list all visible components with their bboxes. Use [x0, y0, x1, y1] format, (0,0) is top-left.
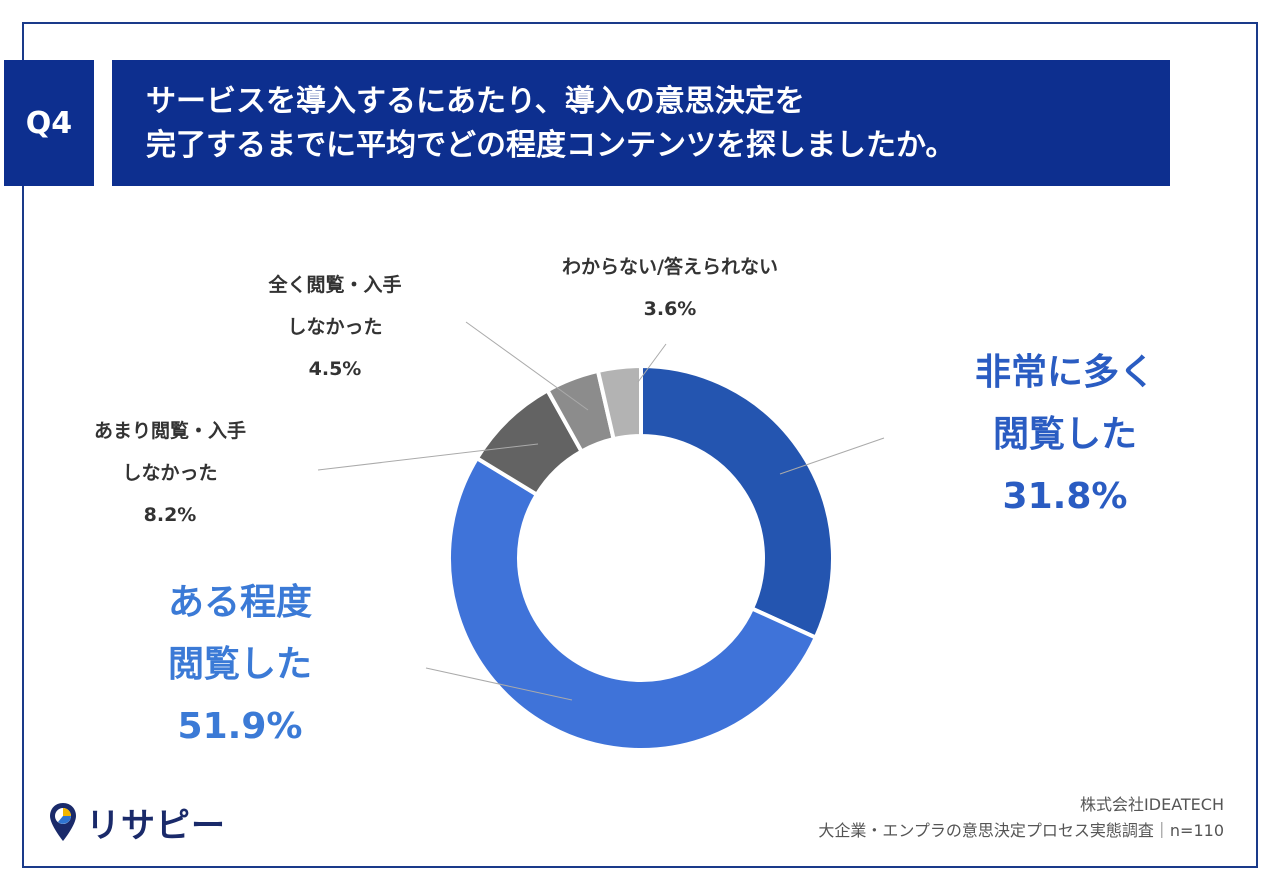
label-very-much-line2: 閲覧した [992, 414, 1137, 455]
slice-somewhat [447, 455, 819, 752]
label-none-line2: しなかった [287, 316, 383, 338]
label-unknown-pct: 3.6% [643, 298, 697, 320]
label-unknown-line1: わからない/答えられない [562, 256, 778, 278]
label-none-pct: 4.5% [308, 358, 362, 380]
question-number: Q4 [4, 60, 94, 186]
footer-company: 株式会社IDEATECH [1080, 795, 1224, 814]
footer-survey: 大企業・エンプラの意思決定プロセス実態調査｜n=110 [818, 821, 1224, 840]
leader-very-much [779, 437, 885, 475]
label-little-pct: 8.2% [143, 504, 197, 526]
label-very-much: 非常に多く 閲覧した 31.8% [940, 342, 1190, 528]
label-little-line1: あまり閲覧・入手 [93, 420, 246, 442]
footer-credits: 株式会社IDEATECH 大企業・エンプラの意思決定プロセス実態調査｜n=110 [818, 792, 1224, 844]
leader-unknown [637, 343, 667, 383]
leader-none [465, 321, 589, 411]
brand-logo: リサピー [48, 798, 226, 847]
label-somewhat-line1: ある程度 [167, 582, 312, 623]
label-none: 全く閲覧・入手 しなかった 4.5% [230, 264, 440, 390]
label-somewhat-pct: 51.9% [177, 706, 303, 747]
label-somewhat: ある程度 閲覧した 51.9% [120, 572, 360, 758]
frame-border [22, 22, 1258, 868]
label-little-line2: しなかった [122, 462, 218, 484]
slice-unknown [595, 363, 643, 442]
label-unknown: わからない/答えられない 3.6% [520, 246, 820, 330]
label-very-much-pct: 31.8% [1002, 476, 1128, 517]
pin-logo-icon [50, 802, 76, 841]
label-somewhat-line2: 閲覧した [167, 644, 312, 685]
label-none-line1: 全く閲覧・入手 [268, 274, 402, 296]
question-title: サービスを導入するにあたり、導入の意思決定を 完了するまでに平均でどの程度コンテ… [112, 60, 1170, 186]
leader-somewhat [425, 667, 573, 701]
title-line-2: 完了するまでに平均でどの程度コンテンツを探しましたか。 [146, 128, 956, 163]
label-very-much-line1: 非常に多く [974, 352, 1155, 393]
title-line-1: サービスを導入するにあたり、導入の意思決定を [146, 84, 805, 119]
logo-text: リサピー [86, 806, 226, 846]
leader-little [317, 443, 539, 471]
label-little: あまり閲覧・入手 しなかった 8.2% [60, 410, 280, 536]
slice-very-much [639, 363, 835, 641]
